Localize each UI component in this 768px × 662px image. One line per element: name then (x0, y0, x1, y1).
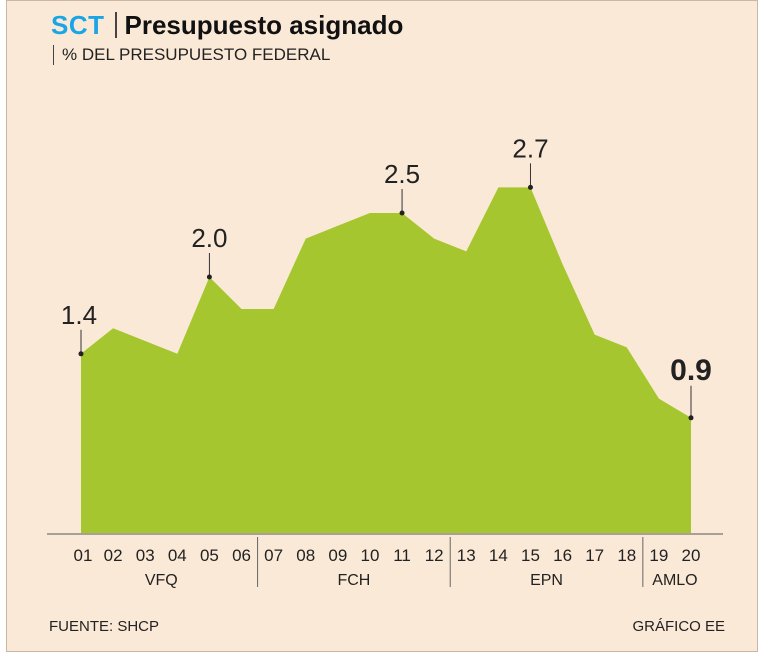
annotation-dot (399, 210, 405, 216)
data-label: 2.0 (191, 223, 227, 253)
chart-header: SCT Presupuesto asignado (51, 7, 403, 43)
annotation-dot (527, 184, 533, 190)
x-tick-label: 06 (232, 546, 251, 565)
x-tick-label: 20 (682, 546, 701, 565)
x-tick-label: 18 (617, 546, 636, 565)
x-tick-label: 08 (296, 546, 315, 565)
x-tick-label: 14 (489, 546, 508, 565)
x-tick-label: 16 (553, 546, 572, 565)
x-tick-label: 19 (649, 546, 668, 565)
x-tick-label: 04 (168, 546, 187, 565)
x-tick-label: 02 (104, 546, 123, 565)
x-tick-label: 10 (360, 546, 379, 565)
x-tick-label: 15 (521, 546, 540, 565)
subtitle-divider (53, 45, 54, 65)
group-label: FCH (337, 572, 370, 589)
chart-title: Presupuesto asignado (124, 9, 404, 40)
x-tick-label: 05 (200, 546, 219, 565)
brand-label: SCT (51, 9, 105, 40)
x-tick-label: 11 (393, 546, 411, 565)
x-tick-label: 13 (457, 546, 476, 565)
x-tick-label: 09 (328, 546, 347, 565)
chart-card: SCT Presupuesto asignado % DEL PRESUPUES… (6, 0, 758, 652)
data-label: 0.9 (670, 354, 712, 387)
annotation-dot (688, 415, 694, 421)
group-label: VFQ (145, 572, 178, 589)
x-tick-label: 12 (425, 546, 444, 565)
data-label: 2.5 (384, 159, 420, 189)
group-label: AMLO (652, 572, 697, 589)
x-tick-label: 17 (585, 546, 604, 565)
chart-subtitle-row: % DEL PRESUPUESTO FEDERAL (53, 45, 330, 65)
x-tick-label: 07 (264, 546, 283, 565)
chart-subtitle: % DEL PRESUPUESTO FEDERAL (62, 45, 331, 64)
area-series (81, 187, 691, 533)
area-chart: 01 02 03 04 05 06 07 08 09 10 11 12 13 14 15 16 17 18 19 20… (47, 133, 723, 589)
group-label: EPN (530, 572, 563, 589)
data-label: 2.7 (512, 133, 548, 163)
data-label: 1.4 (61, 300, 97, 330)
annotation-dot (206, 274, 212, 280)
x-tick-label: 03 (136, 546, 155, 565)
annotation-dot (78, 351, 84, 357)
credit-note: GRÁFICO EE (632, 618, 725, 635)
x-tick-label: 01 (74, 546, 93, 565)
header-divider (114, 12, 117, 38)
source-note: FUENTE: SHCP (49, 618, 160, 635)
